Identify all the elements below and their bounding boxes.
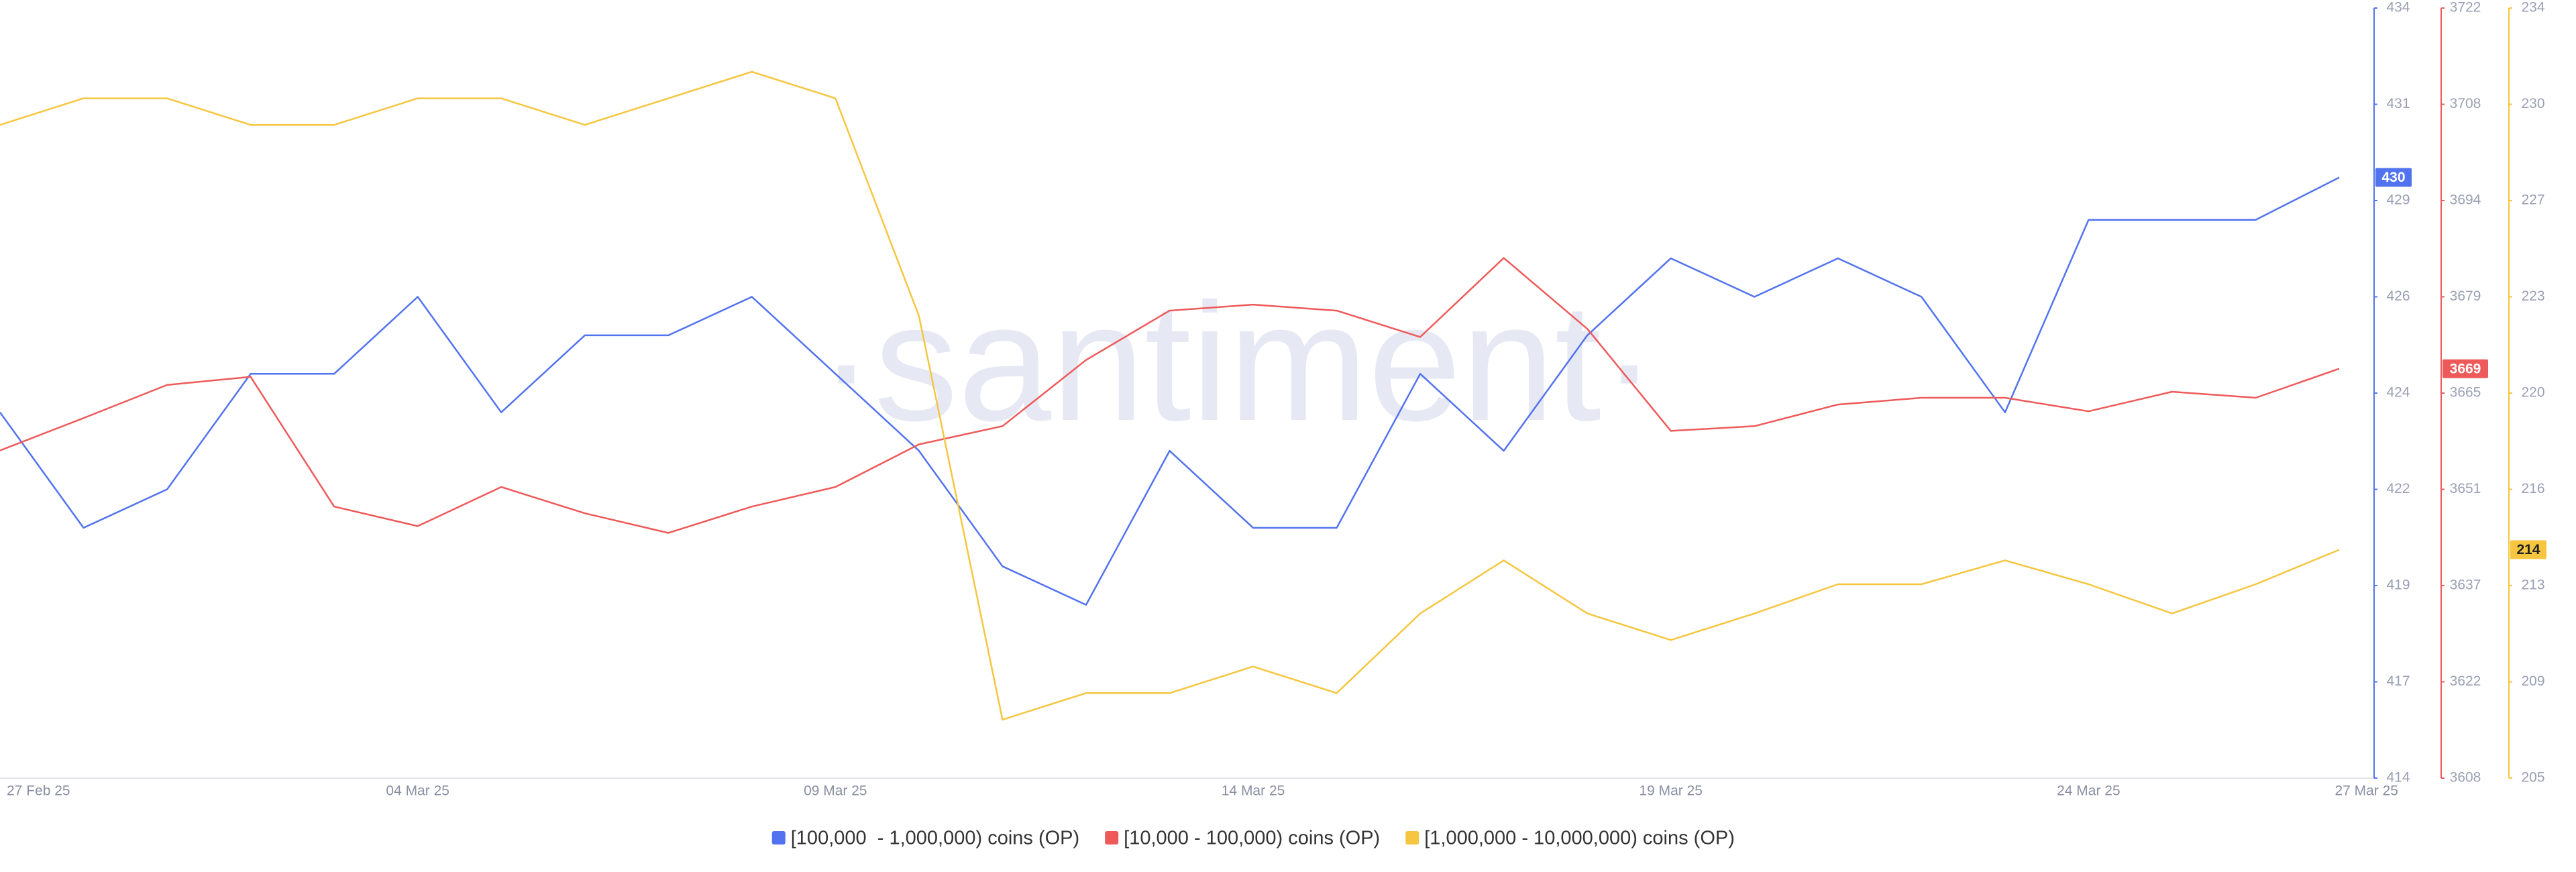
watermark: ·santiment· — [818, 268, 1657, 455]
y-tick-label: 213 — [2521, 578, 2544, 593]
legend-label: [10,000 - 100,000) coins (OP) — [1124, 828, 1380, 849]
y-tick-label: 3708 — [2450, 96, 2481, 111]
value-label-box — [2443, 359, 2488, 378]
y-tick-label: 434 — [2386, 0, 2410, 15]
legend-swatch — [771, 831, 786, 844]
y-tick-label: 234 — [2521, 0, 2544, 15]
value-label: 214 — [2516, 542, 2540, 557]
value-label-box — [2375, 168, 2412, 187]
y-tick-label: 3608 — [2450, 770, 2481, 785]
y-tick-label: 419 — [2386, 578, 2410, 593]
y-tick-label: 426 — [2386, 288, 2410, 304]
y-tick-label: 227 — [2521, 193, 2544, 208]
value-label: 430 — [2381, 170, 2405, 185]
y-tick-label: 424 — [2386, 385, 2410, 400]
y-tick-label: 3679 — [2450, 288, 2481, 304]
y-tick-label: 3722 — [2450, 0, 2481, 15]
y-tick-label: 230 — [2521, 96, 2544, 111]
y-tick-label: 223 — [2521, 288, 2544, 304]
value-label: 3669 — [2450, 361, 2481, 376]
y-tick-label: 414 — [2386, 770, 2410, 785]
series-line — [0, 257, 2340, 534]
y-tick-label: 429 — [2386, 193, 2410, 208]
y-tick-label: 205 — [2521, 770, 2544, 785]
x-tick-label: 14 Mar 25 — [1222, 783, 1285, 799]
x-tick-label: 09 Mar 25 — [804, 783, 867, 799]
legend-label: [100,000 - 1,000,000) coins (OP) — [791, 828, 1079, 849]
x-tick-label: 24 Mar 25 — [2057, 783, 2121, 799]
y-tick-label: 3622 — [2450, 673, 2481, 689]
x-tick-label: 19 Mar 25 — [1639, 783, 1703, 799]
y-tick-label: 3637 — [2450, 578, 2481, 593]
x-tick-label: 04 Mar 25 — [386, 783, 449, 799]
y-tick-label: 216 — [2521, 481, 2544, 496]
x-tick-label: 27 Mar 25 — [2334, 783, 2398, 799]
legend-swatch — [1405, 831, 1419, 844]
value-label-box — [2510, 540, 2546, 559]
legend-label: [1,000,000 - 10,000,000) coins (OP) — [1424, 828, 1735, 849]
y-tick-label: 220 — [2521, 385, 2544, 400]
legend-swatch — [1105, 831, 1119, 844]
series-line — [0, 70, 2340, 721]
series-line — [0, 176, 2340, 606]
y-tick-label: 3694 — [2450, 193, 2481, 208]
y-tick-label: 422 — [2386, 481, 2410, 496]
y-tick-label: 3651 — [2450, 481, 2481, 496]
x-tick-label: 27 Feb 25 — [7, 783, 70, 799]
y-tick-label: 3665 — [2450, 385, 2481, 400]
y-tick-label: 417 — [2386, 673, 2410, 689]
y-tick-label: 431 — [2386, 96, 2410, 111]
y-tick-label: 209 — [2521, 673, 2544, 689]
